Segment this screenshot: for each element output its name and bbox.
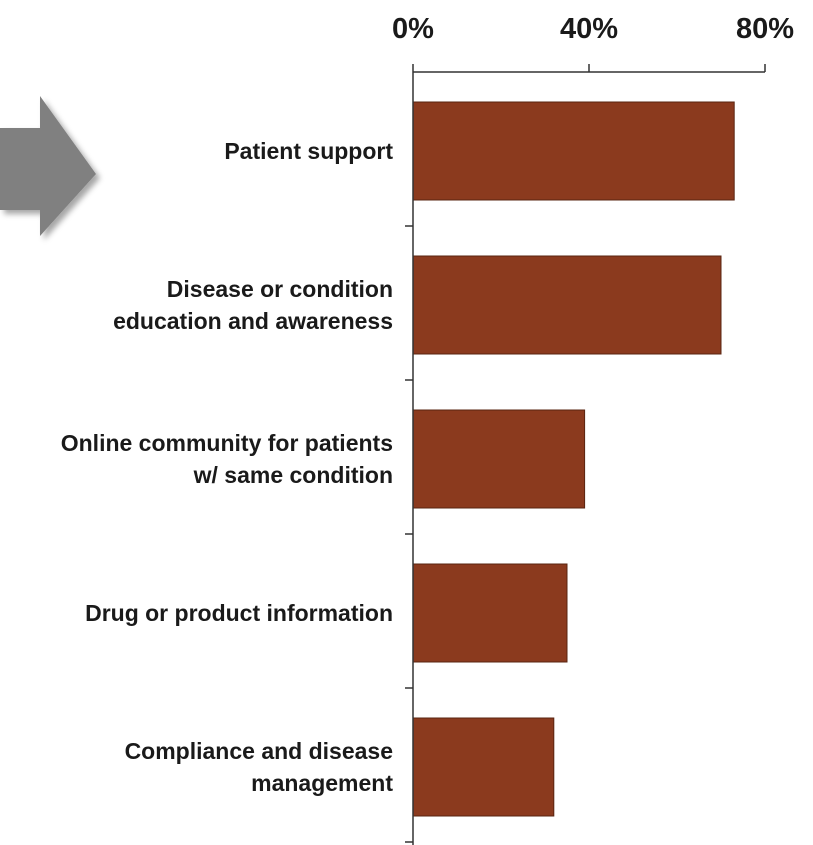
bar [412,101,735,201]
category-label: Patient support [224,138,393,164]
category-label: Compliance and disease management [125,738,394,796]
bar [412,255,722,355]
x-tick-label: 0% [392,13,434,45]
category-label: Online community for patients w/ same con… [61,430,393,488]
bars-layer [412,101,735,817]
x-tick-label: 80% [736,13,794,45]
arrow-icon [0,96,96,236]
x-tick-label: 40% [560,13,618,45]
bar [412,563,568,663]
bar [412,409,586,509]
bar [412,717,555,817]
x-axis: 0% 40% 80% [392,13,794,845]
category-label: Disease or condition education and awaren… [113,276,393,334]
category-label: Drug or product information [85,600,393,626]
category-labels: Patient support Disease or condition educa… [61,138,394,796]
